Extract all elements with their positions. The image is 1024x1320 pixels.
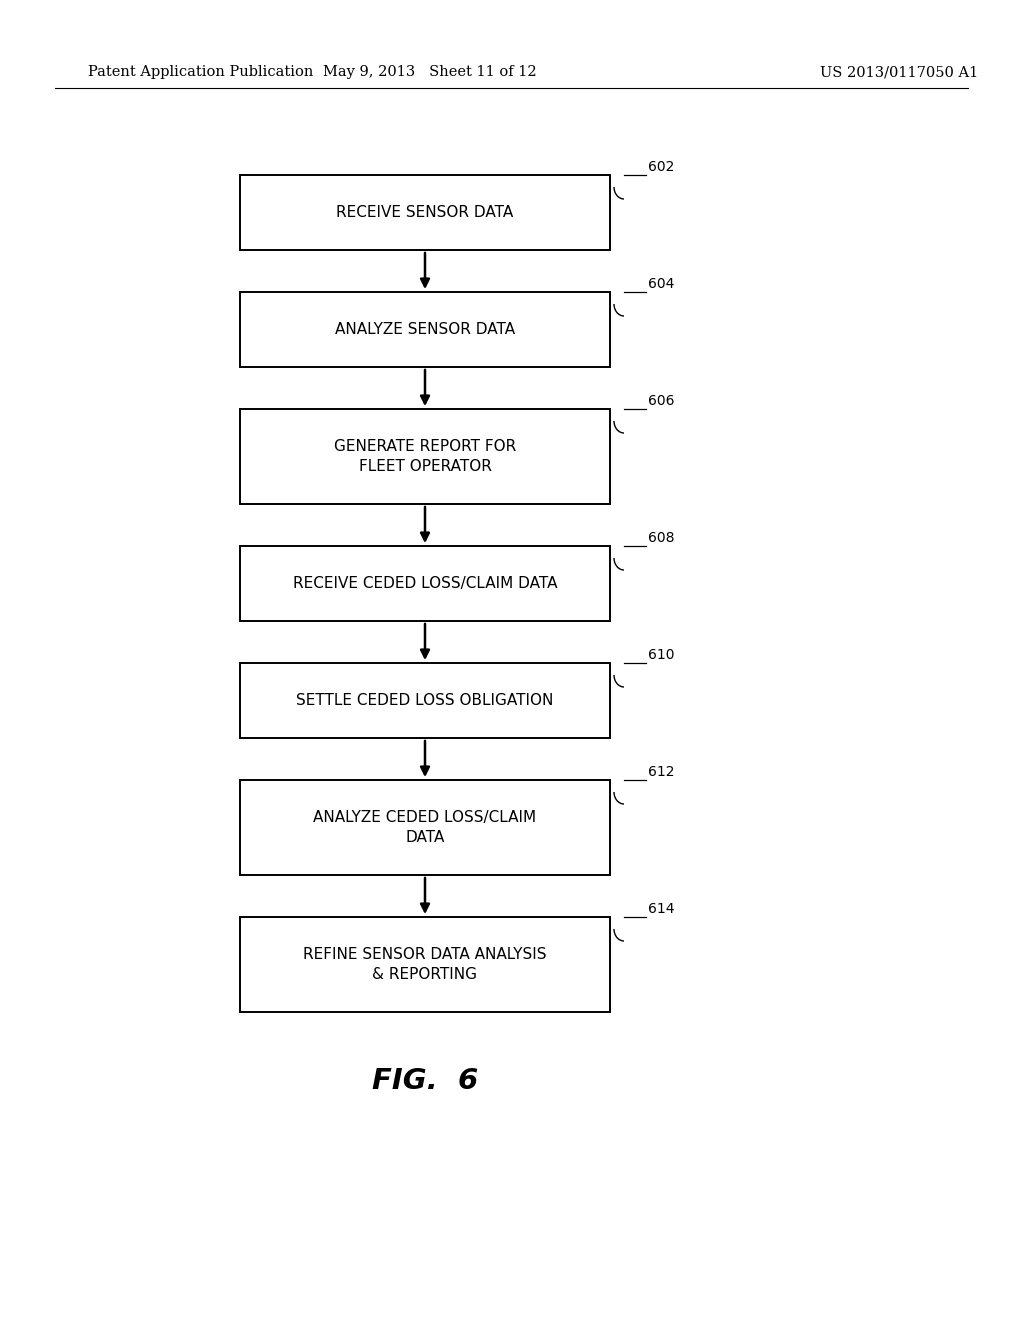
- Text: US 2013/0117050 A1: US 2013/0117050 A1: [820, 65, 978, 79]
- Text: 610: 610: [648, 648, 675, 663]
- Text: 602: 602: [648, 160, 675, 174]
- Text: RECEIVE SENSOR DATA: RECEIVE SENSOR DATA: [336, 205, 514, 220]
- Bar: [240, 292, 610, 367]
- Bar: [240, 663, 610, 738]
- Bar: [240, 917, 610, 1012]
- Text: 606: 606: [648, 393, 675, 408]
- Text: 604: 604: [648, 277, 675, 290]
- Text: GENERATE REPORT FOR
FLEET OPERATOR: GENERATE REPORT FOR FLEET OPERATOR: [334, 440, 516, 474]
- Text: May 9, 2013   Sheet 11 of 12: May 9, 2013 Sheet 11 of 12: [324, 65, 537, 79]
- Text: REFINE SENSOR DATA ANALYSIS
& REPORTING: REFINE SENSOR DATA ANALYSIS & REPORTING: [303, 948, 547, 982]
- Text: 608: 608: [648, 531, 675, 545]
- Text: ANALYZE CEDED LOSS/CLAIM
DATA: ANALYZE CEDED LOSS/CLAIM DATA: [313, 810, 537, 845]
- Text: ANALYZE SENSOR DATA: ANALYZE SENSOR DATA: [335, 322, 515, 337]
- Text: SETTLE CEDED LOSS OBLIGATION: SETTLE CEDED LOSS OBLIGATION: [296, 693, 554, 708]
- Text: Patent Application Publication: Patent Application Publication: [88, 65, 313, 79]
- Text: 614: 614: [648, 902, 675, 916]
- Text: 612: 612: [648, 766, 675, 779]
- Text: RECEIVE CEDED LOSS/CLAIM DATA: RECEIVE CEDED LOSS/CLAIM DATA: [293, 576, 557, 591]
- Bar: [240, 176, 610, 249]
- Bar: [240, 409, 610, 504]
- Bar: [240, 780, 610, 875]
- Bar: [240, 546, 610, 620]
- Text: FIG.  6: FIG. 6: [372, 1067, 478, 1096]
